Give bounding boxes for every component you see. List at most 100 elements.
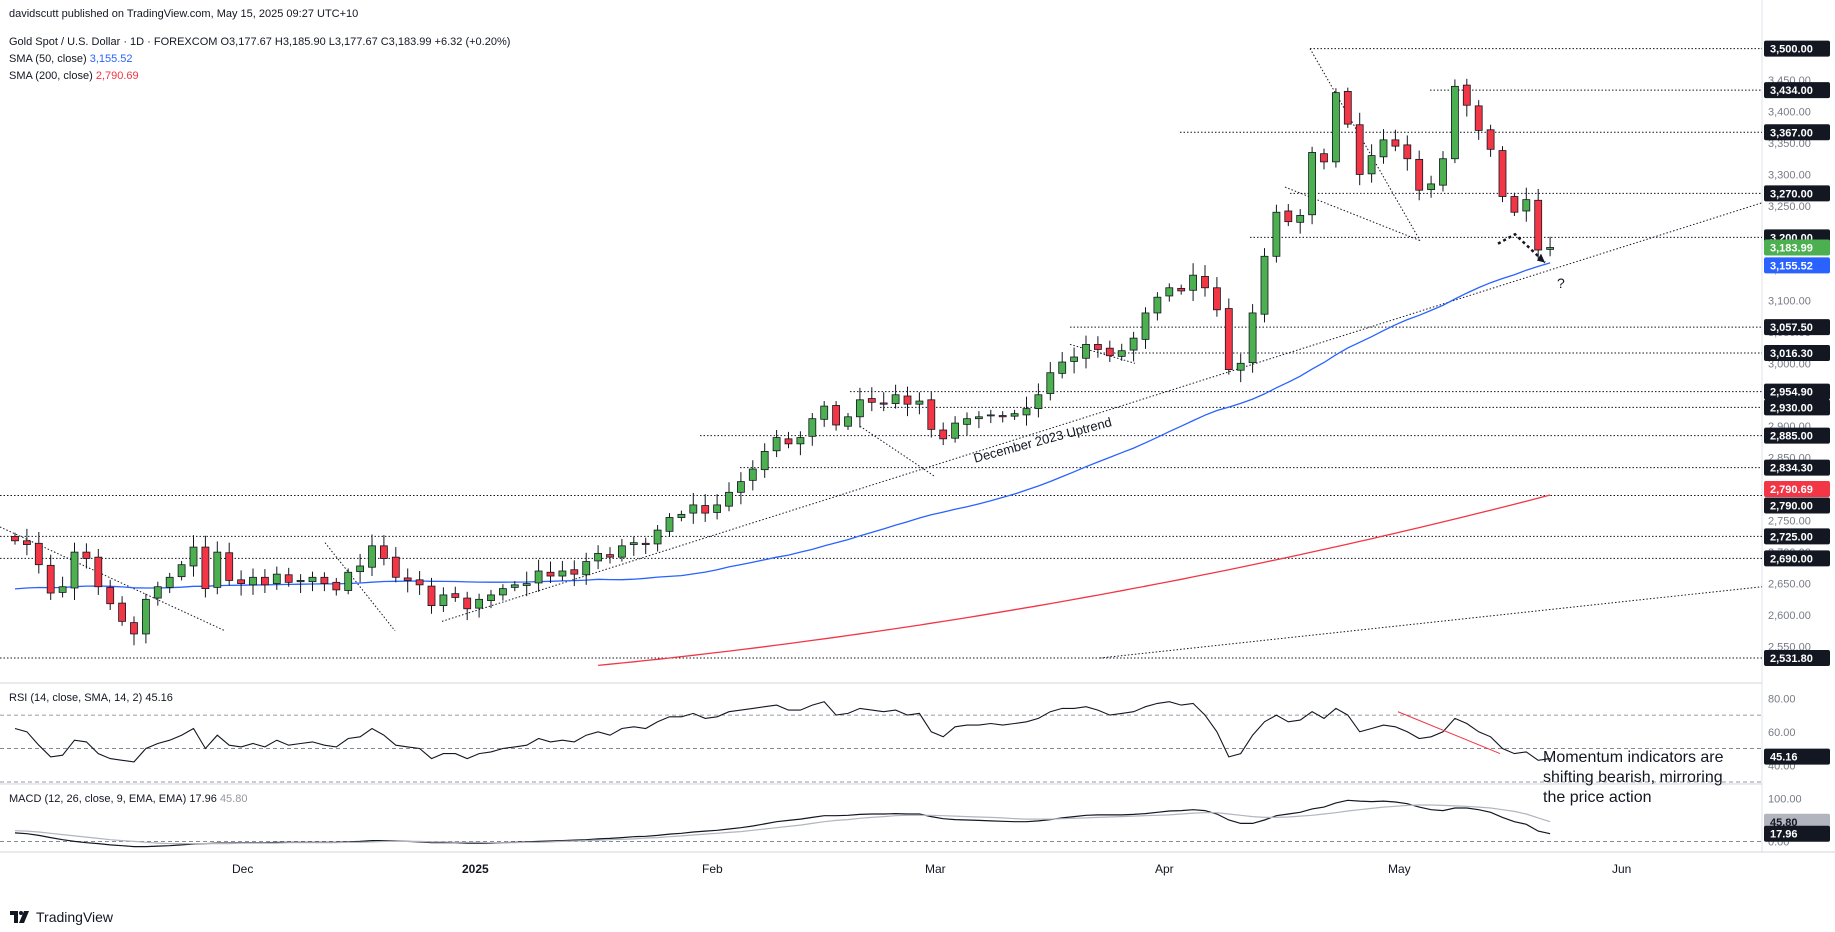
price-tick-label: 3,250.00 (1768, 201, 1811, 213)
candle (582, 552, 591, 585)
candle (629, 536, 638, 556)
candle (82, 543, 91, 569)
candle (487, 589, 495, 609)
price-label-text: 2,790.69 (1770, 484, 1813, 496)
candle (1058, 351, 1067, 379)
projection-arrow (1497, 232, 1546, 264)
candle-body (1451, 85, 1459, 160)
price-label-bg (1764, 40, 1830, 57)
candle-body (498, 588, 507, 596)
candle (998, 411, 1007, 423)
candle-body (1117, 350, 1126, 357)
candle (891, 384, 900, 409)
rsi-legend-value: 45.16 (145, 692, 173, 704)
candle-body (130, 622, 138, 635)
candle-body (22, 540, 31, 545)
candle-body (808, 418, 817, 437)
candle (665, 513, 674, 538)
candle-body (439, 594, 448, 607)
candle (70, 542, 79, 600)
legend-symbol-line[interactable]: Gold Spot / U.S. Dollar · 1D · FOREXCOM … (9, 36, 510, 48)
candle-body (1082, 344, 1090, 359)
price-label-text: 3,183.99 (1770, 242, 1813, 254)
candle (1510, 192, 1519, 217)
macd-line (14, 799, 1551, 848)
candle-body (344, 571, 353, 591)
candle (1189, 263, 1197, 301)
candle (320, 572, 329, 592)
candle (415, 571, 424, 595)
candle-body (867, 398, 876, 403)
candle-body (46, 564, 55, 594)
rsi-value-text: 45.16 (1770, 752, 1798, 764)
time-tick-label: 2025 (462, 862, 489, 876)
candles (11, 78, 1554, 646)
candle-body (570, 569, 579, 575)
candle (677, 510, 686, 522)
candle-body (534, 570, 543, 584)
candle (975, 411, 983, 429)
candle-body (225, 552, 234, 581)
candle (403, 568, 412, 593)
candle-body (594, 552, 602, 562)
descending-line-lower (1284, 186, 1421, 242)
tradingview-brand[interactable]: TradingView (10, 909, 113, 925)
candle (1474, 100, 1483, 140)
candle-body (1224, 308, 1233, 370)
price-label-bg (1764, 399, 1830, 416)
price-label-tag: 3,500.00 (1764, 40, 1830, 57)
candle (141, 593, 150, 644)
candle-body (748, 468, 757, 481)
legend-ohlc: O3,177.67 H3,185.90 L3,177.67 C3,183.99 … (220, 36, 511, 48)
candle-body (320, 576, 329, 584)
rsi-tick-label: 80.00 (1768, 693, 1796, 705)
candle (498, 584, 507, 601)
candle-body (951, 422, 959, 439)
price-tick-label: 2,750.00 (1768, 516, 1811, 528)
rsi-legend[interactable]: RSI (14, close, SMA, 14, 2) 45.16 (9, 692, 173, 704)
rsi-value-bg (1764, 748, 1830, 765)
candle-body (665, 517, 674, 532)
candle-body (1141, 312, 1150, 340)
macd-legend[interactable]: MACD (12, 26, close, 9, EMA, EMA) 17.96 … (9, 793, 247, 805)
candle-body (1546, 247, 1554, 250)
candle-body (689, 504, 698, 514)
candle (356, 554, 365, 583)
candle-body (213, 551, 222, 588)
candle (510, 581, 519, 592)
candle-body (701, 505, 710, 514)
candle (1462, 78, 1471, 117)
candle-body (1260, 255, 1269, 315)
candle (903, 386, 912, 417)
candle (748, 460, 757, 491)
candle (379, 535, 388, 566)
candle (1320, 148, 1328, 170)
candle (737, 472, 745, 505)
legend-sma50[interactable]: SMA (50, close) 3,155.52 (9, 53, 133, 65)
candle (1451, 79, 1459, 164)
candle (867, 387, 876, 412)
price-label-bg (1764, 82, 1830, 99)
candle (1260, 248, 1269, 323)
candle-body (1474, 105, 1483, 131)
candle (1522, 187, 1531, 222)
price-label-text: 3,155.52 (1770, 260, 1813, 272)
candle-body (879, 402, 888, 405)
candle-body (1022, 408, 1031, 416)
candle (94, 548, 103, 595)
candle-body (463, 597, 472, 610)
legend-sma200[interactable]: SMA (200, close) 2,790.69 (9, 70, 139, 82)
candle (1296, 209, 1305, 234)
candle-body (11, 535, 19, 542)
candle-body (582, 561, 591, 576)
candle-body (1367, 155, 1376, 175)
candle (1224, 298, 1233, 375)
candle (1427, 175, 1435, 198)
candle (1034, 383, 1043, 418)
price-axis-ticks: 2,550.002,600.002,650.002,700.002,750.00… (1768, 75, 1811, 653)
candle-body (58, 586, 67, 593)
flag-line-3 (1069, 343, 1136, 364)
candle (225, 542, 234, 586)
candle-body (1486, 129, 1495, 150)
